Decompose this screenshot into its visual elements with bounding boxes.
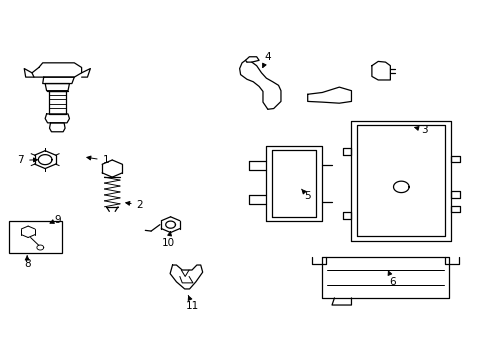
Text: 1: 1 [87, 156, 109, 165]
Bar [9, 221, 62, 253]
Text: 3: 3 [414, 125, 427, 135]
Text: 2: 2 [125, 200, 143, 210]
Text: 11: 11 [185, 295, 199, 311]
Text: 8: 8 [24, 256, 30, 269]
Text: 9: 9 [50, 215, 61, 225]
Text: 10: 10 [161, 231, 174, 248]
Text: 6: 6 [387, 271, 395, 287]
Text: 5: 5 [301, 189, 310, 201]
Text: 4: 4 [262, 52, 271, 68]
Text: 7: 7 [18, 156, 37, 165]
